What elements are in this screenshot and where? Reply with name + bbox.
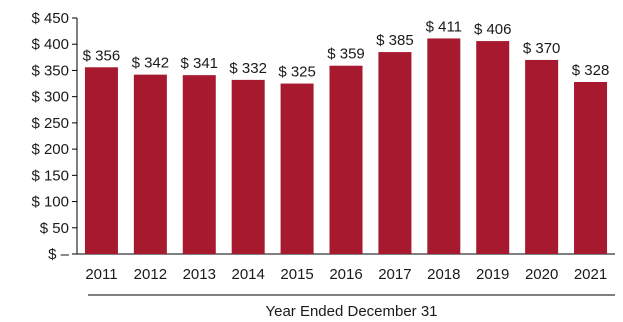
x-axis-labels-group: 2011 2012 2013 2014 2015 2016 2017 2018 2019 2020…: [85, 266, 607, 283]
x-tick-label: 2016: [329, 266, 362, 283]
bar: [231, 79, 265, 254]
data-labels-group: $ 356 $ 342 $ 341 $ 332 $ 325 $ 359 $ 385 $ 411…: [83, 18, 610, 80]
y-tick-label: $ 150: [31, 167, 69, 184]
bar: [427, 38, 461, 254]
bars-group: [84, 38, 608, 255]
y-tick-label: $ 200: [31, 141, 69, 158]
x-tick-label: 2012: [134, 266, 167, 283]
bar: [476, 41, 510, 254]
x-tick-label: 2019: [476, 266, 509, 283]
y-axis: $ – $ 50 $ 100 $ 150 $ 200 $ 250 $ 300 $ 350 $ 4…: [31, 10, 615, 263]
y-tick-label: $ 450: [31, 10, 69, 27]
data-label: $ 385: [376, 32, 414, 49]
x-tick-label: 2018: [427, 266, 460, 283]
x-tick-label: 2020: [525, 266, 558, 283]
x-axis-title: Year Ended December 31: [265, 303, 437, 320]
data-label: $ 328: [572, 62, 610, 79]
bar: [182, 75, 216, 254]
data-label: $ 332: [229, 60, 267, 77]
x-tick-label: 2015: [280, 266, 313, 283]
bar: [84, 67, 118, 254]
data-label: $ 359: [327, 46, 365, 63]
y-tick-label: $ 100: [31, 194, 69, 211]
bar: [280, 83, 314, 254]
data-label: $ 342: [132, 55, 170, 72]
y-tick-label: $ 50: [40, 220, 69, 237]
x-tick-label: 2014: [231, 266, 264, 283]
x-tick-label: 2013: [183, 266, 216, 283]
y-tick-label: $ 300: [31, 89, 69, 106]
data-label: $ 406: [474, 21, 512, 38]
bar: [133, 74, 167, 254]
data-label: $ 411: [426, 18, 462, 35]
bar: [378, 52, 412, 254]
data-label: $ 325: [278, 64, 316, 81]
data-label: $ 370: [523, 40, 561, 57]
y-tick-label: $ 400: [31, 36, 69, 53]
bar: [574, 81, 608, 254]
data-label: $ 356: [83, 47, 121, 64]
x-tick-label: 2017: [378, 266, 411, 283]
data-label: $ 341: [180, 55, 218, 72]
bar: [329, 65, 363, 254]
bar: [525, 59, 559, 255]
x-tick-label: 2021: [574, 266, 607, 283]
y-tick-label: $ –: [48, 246, 70, 263]
x-tick-label: 2011: [85, 266, 117, 283]
y-tick-label: $ 250: [31, 115, 69, 132]
y-tick-label: $ 350: [31, 62, 69, 79]
